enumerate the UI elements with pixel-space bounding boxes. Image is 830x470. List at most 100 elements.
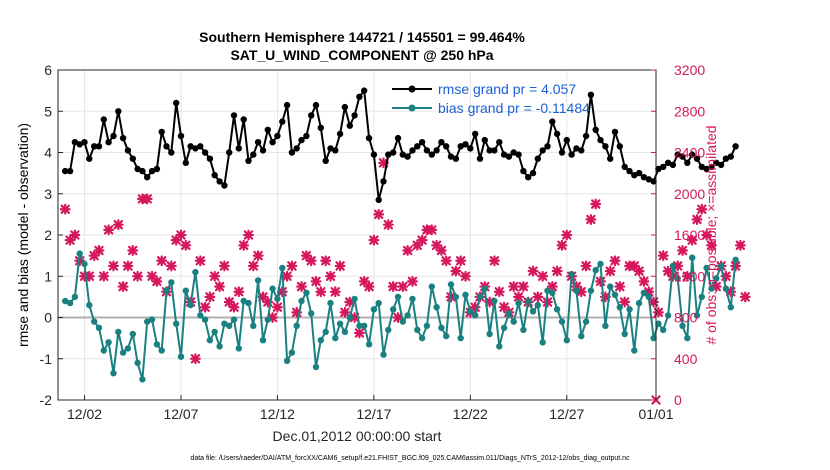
rmse-point (635, 169, 643, 177)
bias-point (684, 334, 691, 342)
bias-point (481, 285, 488, 292)
x-axis-ticks: 12/02 12/07 12/12 12/17 12/22 12/27 01/01 (67, 395, 674, 422)
rmse-point (211, 172, 218, 179)
rmse-point (727, 153, 734, 160)
rmse-point (433, 147, 440, 154)
rmse-point (578, 147, 585, 154)
obs-marker (165, 260, 177, 272)
bias-point (76, 250, 83, 257)
rmse-point (187, 143, 194, 150)
y-left-tick-label: 3 (44, 186, 52, 202)
bias-point (288, 349, 296, 356)
legend-bias-label: bias grand pr = -0.11484 (438, 100, 590, 116)
obs-marker (450, 265, 462, 277)
rmse-point (693, 155, 701, 162)
bias-point (250, 322, 257, 329)
rmse-point (134, 165, 141, 173)
bias-point (409, 295, 416, 303)
y-right-tick-label: 0 (674, 392, 682, 408)
obs-marker (686, 234, 698, 246)
obs-marker (537, 270, 549, 282)
bias-point (423, 322, 431, 329)
obs-marker (527, 265, 539, 277)
obs-marker (325, 270, 336, 282)
x-tick-label: 01/01 (638, 406, 673, 422)
bias-point (462, 291, 469, 298)
rmse-point (414, 143, 421, 150)
x-tick-label: 12/17 (356, 406, 391, 422)
bias-point (520, 326, 527, 334)
y-right-tick-label: 1600 (674, 227, 705, 243)
rmse-point (177, 132, 185, 140)
rmse-point (481, 136, 488, 144)
rmse-point (476, 155, 484, 162)
rmse-point (722, 155, 730, 162)
obs-marker (513, 291, 524, 303)
obs-marker (228, 301, 240, 313)
rmse-point (312, 101, 320, 109)
bias-point (486, 330, 493, 338)
x-tick-label: 12/02 (67, 406, 102, 422)
obs-marker (595, 275, 606, 287)
rmse-point (144, 174, 151, 181)
rmse-point (404, 153, 411, 160)
obs-marker (431, 239, 442, 251)
rmse-point (259, 147, 267, 154)
rmse-point (230, 112, 238, 119)
obs-marker (397, 281, 409, 292)
bias-point (602, 322, 609, 329)
obs-marker (310, 275, 322, 287)
legend-rmse-label: rmse grand pr = 4.057 (438, 81, 576, 97)
bias-point (452, 293, 460, 301)
y-right-tick-label: 400 (674, 351, 698, 367)
obs-marker (609, 255, 621, 267)
y-right-tick-label: 2800 (674, 103, 705, 119)
bias-point (563, 337, 570, 344)
bias-point (592, 266, 599, 274)
obs-marker (556, 239, 568, 251)
obs-marker (156, 255, 168, 267)
obs-marker (281, 270, 293, 282)
y-left-tick-label: 0 (44, 310, 52, 326)
rmse-point (361, 87, 368, 94)
rmse-point (631, 172, 638, 179)
rmse-point (163, 143, 170, 150)
rmse-point (192, 145, 199, 152)
obs-marker (373, 208, 385, 220)
rmse-point (298, 136, 305, 144)
bias-point (433, 304, 440, 311)
rmse-point (529, 169, 537, 177)
rmse-point (621, 163, 628, 171)
bias-point (380, 351, 387, 358)
obs-marker (305, 255, 317, 267)
bias-point (201, 316, 209, 323)
x-tick-label: 12/22 (453, 406, 488, 422)
obs-marker (363, 281, 375, 292)
rmse-point (332, 147, 339, 154)
y-right-tick-label: 1200 (674, 268, 705, 284)
bias-point (655, 320, 662, 327)
bias-point (568, 271, 575, 278)
obs-marker (701, 229, 713, 241)
obs-marker (638, 275, 650, 287)
rmse-point (226, 149, 233, 156)
rmse-point (568, 151, 575, 158)
bias-point (732, 256, 739, 263)
bias-point (394, 293, 402, 301)
rmse-point (317, 124, 324, 131)
bias-point (327, 299, 334, 307)
obs-marker (252, 250, 264, 262)
x-tick-label: 12/27 (549, 406, 584, 422)
rmse-point (679, 153, 686, 160)
chart-subtitle: SAT_U_WIND_COMPONENT @ 250 hPa (230, 47, 493, 63)
rmse-point (76, 141, 83, 148)
rmse-point (173, 99, 180, 107)
obs-marker (561, 229, 573, 241)
bias-point (626, 306, 633, 313)
obs-marker (199, 301, 211, 313)
bias-point (438, 324, 445, 331)
bias-point (539, 339, 546, 346)
bias-point (134, 359, 141, 367)
y-left-tick-label: 5 (44, 103, 52, 119)
rmse-point (689, 151, 696, 158)
